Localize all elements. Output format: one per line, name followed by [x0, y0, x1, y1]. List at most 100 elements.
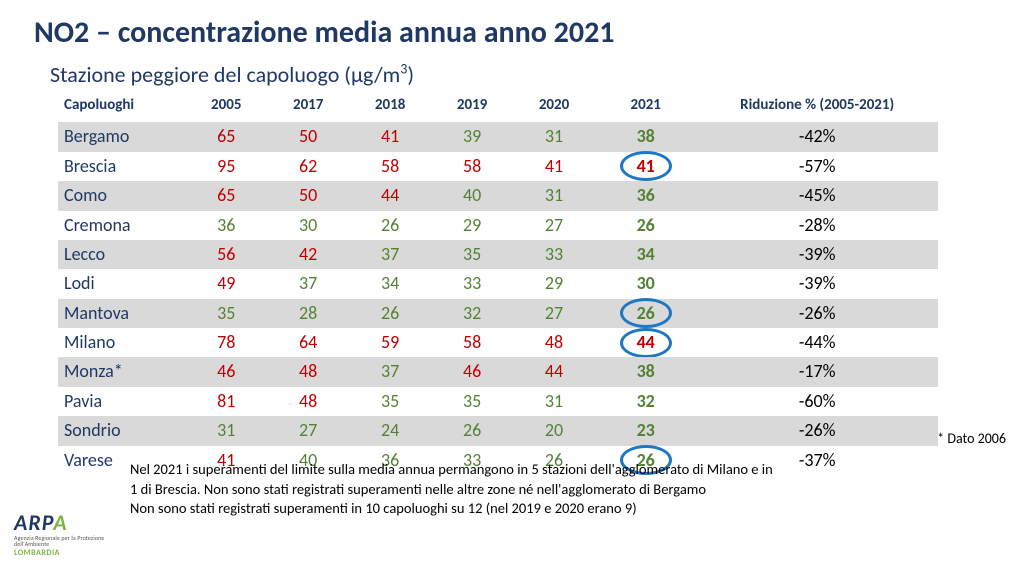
- value-2021-cell: 26: [595, 211, 696, 240]
- value-2021-text: 30: [637, 272, 655, 294]
- value-2021-text: 23: [637, 419, 655, 441]
- city-cell: Monza*: [58, 357, 185, 386]
- table-row: Mantova352826322726-26%: [58, 299, 938, 328]
- value-cell: 48: [267, 387, 349, 416]
- value-cell: 37: [349, 357, 431, 386]
- value-2021-cell: 23: [595, 416, 696, 445]
- table-row: Como655044403136-45%: [58, 181, 938, 210]
- city-cell: Pavia: [58, 387, 185, 416]
- table-row: Cremona363026292726-28%: [58, 211, 938, 240]
- logo-brand: ARPA: [14, 512, 114, 534]
- value-2021-text: 32: [637, 390, 655, 412]
- header-2021: 2021: [595, 92, 696, 122]
- logo-brand-pre: ARP: [14, 509, 53, 536]
- header-2005: 2005: [185, 92, 267, 122]
- value-2021-cell: 38: [595, 357, 696, 386]
- value-2021-cell: 36: [595, 181, 696, 210]
- value-cell: 62: [267, 152, 349, 181]
- reduction-cell: -42%: [696, 122, 938, 151]
- reduction-cell: -44%: [696, 328, 938, 357]
- value-cell: 35: [431, 240, 513, 269]
- slide: NO2 – concentrazione media annua anno 20…: [0, 0, 1024, 570]
- logo-brand-accent: A: [53, 509, 67, 536]
- footnote-asterisk: * Dato 2006: [937, 430, 1006, 447]
- value-cell: 26: [349, 299, 431, 328]
- value-2021-cell: 44: [595, 328, 696, 357]
- value-cell: 31: [513, 122, 595, 151]
- value-cell: 27: [513, 211, 595, 240]
- value-2021-text: 44: [637, 331, 655, 353]
- value-cell: 33: [431, 269, 513, 298]
- header-2018: 2018: [349, 92, 431, 122]
- value-2021-text: 41: [637, 155, 655, 177]
- table-row: Pavia814835353132-60%: [58, 387, 938, 416]
- value-cell: 39: [431, 122, 513, 151]
- value-cell: 41: [349, 122, 431, 151]
- header-city: Capoluoghi: [58, 92, 185, 122]
- value-cell: 32: [431, 299, 513, 328]
- header-row: Capoluoghi 2005 2017 2018 2019 2020 2021…: [58, 92, 938, 122]
- value-cell: 24: [349, 416, 431, 445]
- value-cell: 35: [185, 299, 267, 328]
- header-reduction: Riduzione % (2005-2021): [696, 92, 938, 122]
- value-cell: 58: [349, 152, 431, 181]
- value-cell: 58: [431, 152, 513, 181]
- slide-subtitle: Stazione peggiore del capoluogo (µg/m3): [0, 59, 1024, 92]
- reduction-cell: -60%: [696, 387, 938, 416]
- value-cell: 26: [349, 211, 431, 240]
- value-2021-text: 38: [637, 360, 655, 382]
- value-cell: 34: [349, 269, 431, 298]
- city-cell: Lodi: [58, 269, 185, 298]
- table-row: Lecco564237353334-39%: [58, 240, 938, 269]
- value-cell: 31: [513, 387, 595, 416]
- arpa-logo: ARPA Agenzia Regionale per la Protezione…: [14, 512, 114, 558]
- reduction-cell: -26%: [696, 299, 938, 328]
- value-cell: 27: [267, 416, 349, 445]
- header-2019: 2019: [431, 92, 513, 122]
- value-cell: 30: [267, 211, 349, 240]
- value-cell: 31: [513, 181, 595, 210]
- value-cell: 20: [513, 416, 595, 445]
- value-cell: 65: [185, 122, 267, 151]
- value-cell: 31: [185, 416, 267, 445]
- value-cell: 81: [185, 387, 267, 416]
- data-table: Capoluoghi 2005 2017 2018 2019 2020 2021…: [58, 92, 938, 475]
- city-cell: Lecco: [58, 240, 185, 269]
- table-row: Milano786459584844-44%: [58, 328, 938, 357]
- reduction-cell: -39%: [696, 269, 938, 298]
- value-2021-text: 26: [637, 302, 655, 324]
- reduction-cell: -17%: [696, 357, 938, 386]
- value-cell: 44: [349, 181, 431, 210]
- value-2021-cell: 30: [595, 269, 696, 298]
- notes-block: Nel 2021 i superamenti del limite sulla …: [130, 460, 990, 519]
- value-cell: 56: [185, 240, 267, 269]
- value-cell: 37: [267, 269, 349, 298]
- value-cell: 40: [431, 181, 513, 210]
- value-cell: 35: [349, 387, 431, 416]
- value-cell: 41: [513, 152, 595, 181]
- table-row: Sondrio312724262023-26%: [58, 416, 938, 445]
- value-cell: 29: [513, 269, 595, 298]
- value-cell: 46: [185, 357, 267, 386]
- value-2021-text: 38: [637, 125, 655, 147]
- value-cell: 35: [431, 387, 513, 416]
- value-cell: 36: [185, 211, 267, 240]
- value-cell: 50: [267, 122, 349, 151]
- value-cell: 33: [513, 240, 595, 269]
- city-cell: Sondrio: [58, 416, 185, 445]
- reduction-cell: -28%: [696, 211, 938, 240]
- value-cell: 28: [267, 299, 349, 328]
- value-cell: 44: [513, 357, 595, 386]
- value-cell: 64: [267, 328, 349, 357]
- city-cell: Cremona: [58, 211, 185, 240]
- value-cell: 48: [267, 357, 349, 386]
- slide-title: NO2 – concentrazione media annua anno 20…: [0, 0, 1024, 59]
- logo-region: LOMBARDIA: [14, 548, 114, 558]
- value-2021-cell: 32: [595, 387, 696, 416]
- table-row: Bergamo655041393138-42%: [58, 122, 938, 151]
- value-2021-text: 26: [637, 214, 655, 236]
- table-row: Lodi493734332930-39%: [58, 269, 938, 298]
- header-2020: 2020: [513, 92, 595, 122]
- city-cell: Milano: [58, 328, 185, 357]
- logo-subtitle: Agenzia Regionale per la Protezione dell…: [14, 535, 114, 547]
